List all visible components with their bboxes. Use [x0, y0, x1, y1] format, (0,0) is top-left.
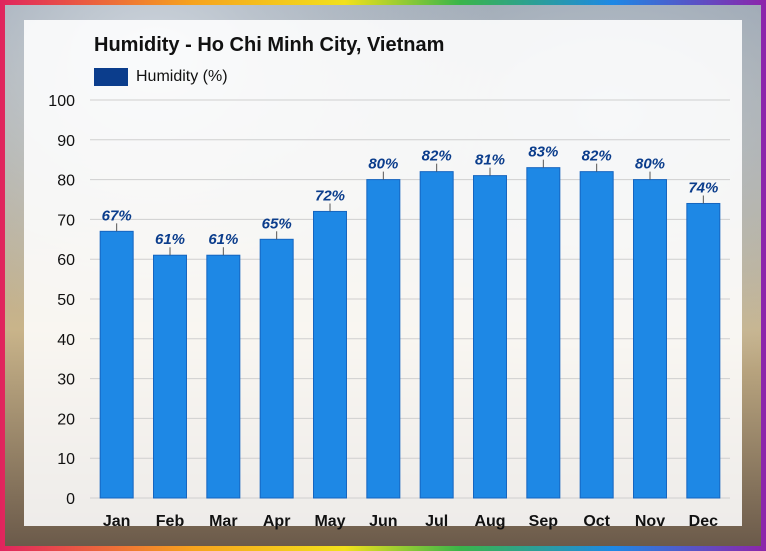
bar	[686, 202, 721, 499]
x-tick-label: Feb	[156, 513, 185, 530]
bar	[633, 179, 667, 499]
y-tick-label: 80	[57, 173, 75, 190]
data-label: 80%	[635, 156, 665, 173]
bar	[259, 238, 294, 499]
data-label: 82%	[582, 148, 612, 165]
bar	[579, 171, 614, 499]
y-tick-label: 70	[57, 212, 75, 229]
bar	[366, 179, 401, 499]
x-tick-label: Nov	[635, 513, 665, 530]
y-tick-label: 20	[57, 411, 75, 428]
legend-label: Humidity (%)	[136, 68, 228, 85]
data-label: 81%	[475, 152, 505, 169]
y-tick-label: 30	[57, 372, 75, 389]
y-tick-label: 40	[57, 332, 75, 349]
x-tick-label: Apr	[263, 513, 291, 530]
data-label: 80%	[368, 156, 398, 173]
x-tick-label: Jul	[425, 513, 448, 530]
bar	[206, 254, 241, 499]
data-label: 82%	[422, 148, 452, 165]
y-tick-label: 60	[57, 252, 75, 269]
y-tick-label: 100	[48, 93, 75, 110]
legend: Humidity (%)	[94, 66, 228, 88]
x-tick-label: Sep	[529, 513, 559, 530]
x-tick-label: May	[314, 513, 345, 530]
data-label: 74%	[688, 179, 718, 196]
bar	[473, 175, 507, 499]
bar	[313, 210, 347, 499]
bar	[153, 254, 187, 499]
bar	[526, 167, 561, 499]
legend-swatch	[94, 68, 128, 86]
data-label: 67%	[102, 207, 132, 224]
x-tick-label: Jun	[369, 513, 397, 530]
y-tick-label: 0	[66, 491, 75, 508]
y-tick-label: 50	[57, 292, 75, 309]
x-tick-label: Oct	[583, 513, 610, 530]
x-tick-label: Jan	[103, 513, 131, 530]
x-tick-label: Mar	[209, 513, 237, 530]
data-label: 61%	[208, 231, 238, 248]
bar	[99, 230, 134, 499]
x-tick-label: Dec	[689, 513, 718, 530]
data-label: 83%	[528, 144, 558, 161]
y-tick-label: 90	[57, 133, 75, 150]
data-label: 72%	[315, 187, 345, 204]
y-tick-label: 10	[57, 451, 75, 468]
chart-title: Humidity - Ho Chi Minh City, Vietnam	[94, 34, 445, 56]
data-label: 65%	[262, 215, 292, 232]
bar	[419, 171, 454, 499]
data-label: 61%	[155, 231, 185, 248]
x-tick-label: Aug	[474, 513, 505, 530]
